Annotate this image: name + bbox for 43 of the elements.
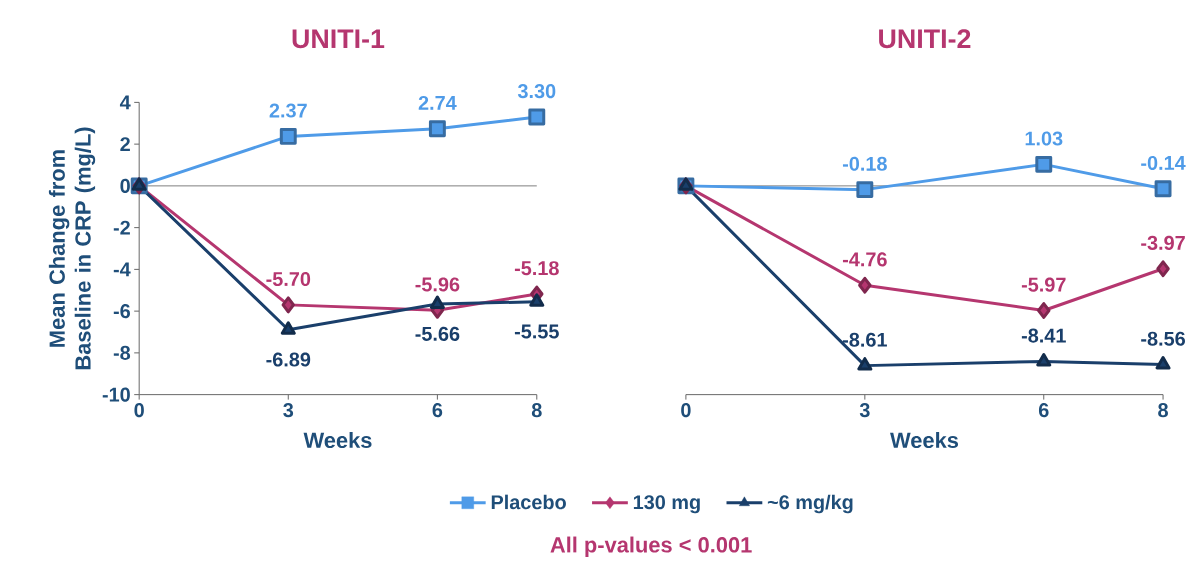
data-label: -5.55 (514, 324, 559, 339)
y-tick-label: -8 (113, 346, 131, 361)
chart-title: UNITI-1 (292, 29, 385, 49)
data-label: -3.97 (1141, 236, 1185, 251)
data-label: -0.18 (842, 156, 887, 172)
y-tick-label: 0 (120, 179, 130, 194)
data-label: 2.74 (418, 96, 457, 110)
data-label: -5.66 (415, 327, 460, 342)
y-tick-label: 4 (119, 95, 131, 110)
data-label: 1.03 (1025, 131, 1063, 146)
text: All p-values < 0.001 (550, 536, 752, 558)
x-tick-label: 8 (531, 403, 542, 418)
data-label: -5.70 (266, 272, 311, 287)
legend-label: Placebo (491, 494, 566, 510)
x-tick-label: 3 (859, 403, 870, 418)
x-tick-label: 6 (432, 403, 443, 418)
legend-label: 130 mg (633, 495, 700, 514)
y-tick-label: -6 (113, 304, 130, 319)
y-tick-label: -10 (102, 387, 130, 402)
data-label: 3.30 (517, 84, 556, 99)
data-label: -6.89 (266, 352, 311, 367)
data-label: -8.56 (1141, 331, 1185, 346)
data-label: -8.41 (1021, 328, 1066, 343)
y-tick-label: 2 (120, 137, 130, 152)
chart-title: UNITI-2 (879, 29, 971, 49)
x-axis-title: Weeks (303, 432, 372, 449)
data-label: -5.18 (514, 261, 559, 276)
data-label: -5.96 (415, 277, 460, 292)
y-tick-label: -4 (113, 262, 131, 277)
x-tick-label: 0 (681, 403, 691, 418)
data-label: -5.97 (1021, 277, 1066, 292)
x-tick-label: 3 (283, 403, 294, 418)
data-label: -0.14 (1141, 156, 1186, 171)
data-label: -8.61 (842, 332, 887, 347)
x-tick-label: 6 (1038, 403, 1049, 418)
data-label: -4.76 (842, 252, 887, 267)
legend-label: ~6 mg/kg (767, 494, 853, 514)
y-axis-title: Mean Change from Baseline in CRP (mg/L) (48, 127, 96, 370)
x-tick-label: 0 (134, 403, 144, 418)
data-label: 2.37 (269, 103, 307, 118)
x-tick-label: 8 (1158, 403, 1168, 418)
x-axis-title: Weeks (890, 432, 959, 449)
y-tick-label: -2 (113, 220, 130, 235)
